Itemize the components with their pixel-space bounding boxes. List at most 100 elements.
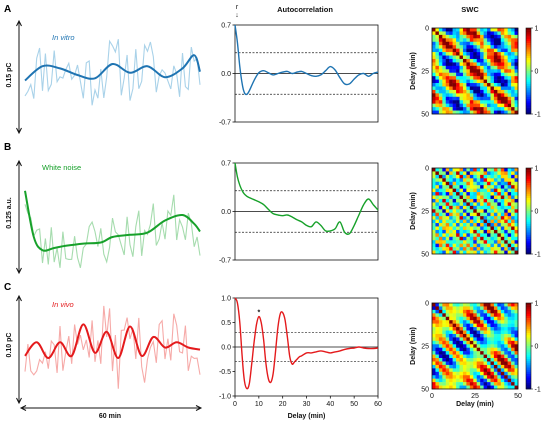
heatmap-cell [497,382,502,386]
heatmap-cell [445,354,450,359]
heatmap-cell [462,28,467,32]
heatmap-cell [466,303,471,307]
heatmap-cell [456,316,460,321]
heatmap-cell [445,96,450,101]
heatmap-cell [445,375,450,379]
heatmap-cell [504,188,508,193]
heatmap-cell [462,168,467,172]
heatmap-cell [511,233,515,238]
heatmap-cell [469,100,474,104]
heatmap-cell [445,327,450,331]
colorbar-segment [526,363,531,366]
heatmap-cell [456,86,460,91]
heatmap-cell [476,79,481,84]
heatmap-cell [497,45,502,49]
heatmap-cell [504,65,508,70]
heatmap-cell [511,168,515,172]
heatmap-cell [500,69,505,73]
heatmap-cell [469,385,474,390]
heatmap-cell [452,62,457,67]
heatmap-cell [511,250,515,255]
heatmap-cell [497,171,502,176]
heatmap-cell [435,216,440,220]
heatmap-cell [480,89,484,94]
heatmap-cell [459,306,464,311]
heatmap-cell [432,236,436,241]
heatmap-cell [466,65,471,70]
heatmap-cell [497,48,502,53]
heatmap-cell [456,195,460,200]
heatmap-cell [432,110,436,115]
heatmap-cell [432,38,436,43]
heatmap-cell [500,31,505,36]
heatmap-cell [497,375,502,379]
heatmap-cell [469,358,474,362]
heatmap-cell [514,198,519,203]
heatmap-cell [452,103,457,108]
heatmap-cell [442,337,447,342]
heatmap-cell [514,41,519,46]
smooth-trace-c [24,323,201,360]
heatmap-cell [466,107,471,111]
heatmap-cell [497,212,502,217]
heatmap-cell [445,188,450,193]
heatmap-cell [507,205,512,210]
heatmap-cell [438,209,443,213]
heatmap-cell [469,83,474,87]
heatmap-cell [442,351,447,355]
heatmap-cell [500,178,505,183]
heatmap-cell [507,212,512,217]
heatmap-cell [490,354,495,359]
colorbar-segment [526,378,531,381]
heatmap-cell [480,354,484,359]
heatmap-cell [432,216,436,220]
heatmap-cell [435,86,440,91]
heatmap-cell [507,347,512,352]
heatmap-cell [456,96,460,101]
heatmap-cell [449,205,453,210]
heatmap-cell [476,192,481,196]
heatmap-cell [435,28,440,32]
heatmap-cell [442,62,447,67]
heatmap-cell [442,181,447,186]
heatmap-cell [507,382,512,386]
heatmap-cell [497,58,502,63]
heatmap-cell [490,229,495,234]
heatmap-cell [452,375,457,379]
heatmap-cell [476,65,481,70]
heatmap-cell [469,79,474,84]
heatmap-cell [504,96,508,101]
colorbar-segment [526,53,531,57]
heatmap-cell [500,368,505,373]
heatmap-cell [514,69,519,73]
heatmap-cell [500,212,505,217]
heatmap-cell [432,209,436,213]
heatmap-cell [462,233,467,238]
heatmap-cell [490,195,495,200]
heatmap-ytick-label-c-1: 25 [421,343,429,350]
heatmap-cell [514,368,519,373]
heatmap-frame-a [431,27,519,115]
colorbar-segment [526,183,531,186]
heatmap-cell [435,247,440,251]
heatmap-cell [480,38,484,43]
heatmap-cell [493,34,498,39]
heatmap-cell [435,55,440,60]
heatmap-cell [507,69,512,73]
heatmap-cell [504,192,508,196]
heatmap-cell [507,41,512,46]
heatmap-cell [466,229,471,234]
heatmap-cell [490,205,495,210]
heatmap-cell [487,192,491,196]
heatmap-cell [507,375,512,379]
heatmap-cell [493,202,498,207]
heatmap-cell [449,41,453,46]
heatmap-cell [432,385,436,390]
heatmap-cell [449,247,453,251]
heatmap-cell [511,327,515,331]
heatmap-cell [480,306,484,311]
heatmap-cell [500,216,505,220]
heatmap-cell [445,337,450,342]
heatmap-cell [514,76,519,80]
heatmap-cell [487,178,491,183]
